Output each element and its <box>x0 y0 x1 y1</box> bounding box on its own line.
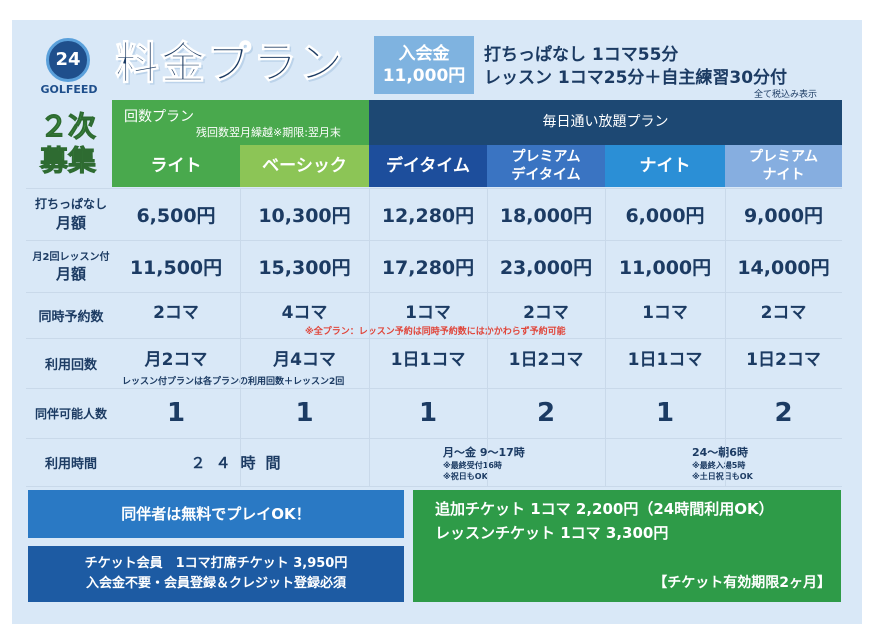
plan-header-4: ナイト <box>605 145 725 187</box>
row-label-hours: 利用時間 <box>44 456 97 472</box>
row-label-lesson-1: 月2回レッスン付 <box>32 252 110 263</box>
row-label-range-2: 月額 <box>55 214 86 232</box>
lesson-ticket-price: レッスンチケット 1コマ 3,300円 <box>435 524 669 542</box>
row-divider <box>26 438 842 439</box>
column-divider <box>369 188 370 486</box>
usage-value-3: 1日2コマ <box>508 349 584 370</box>
group-kaisu-note: 残回数翌月繰越※期限:翌月末 <box>196 126 341 139</box>
column-divider <box>725 188 726 486</box>
hours-night-note-1: ※最終入場5時 <box>692 461 746 470</box>
plan-header-3: プレミアム デイタイム <box>487 145 605 187</box>
plan-header-0: ライト <box>112 145 240 187</box>
session-length-lesson: レッスン 1コマ25分＋自主練習30分付 <box>484 68 788 88</box>
usage-note: レッスン付プランは各プランの利用回数＋レッスン2回 <box>122 377 345 387</box>
session-length-range: 打ちっぱなし 1コマ55分 <box>484 45 679 65</box>
hours-day-note-1: ※最終受付16時 <box>443 461 502 470</box>
usage-value-4: 1日1コマ <box>627 349 703 370</box>
range-value-1: 10,300円 <box>258 204 351 227</box>
join-fee-box: 入会金 11,000円 <box>374 36 474 94</box>
plan-header-1: ベーシック <box>240 145 369 187</box>
hours-night-note-2: ※土日祝日もOK <box>692 472 753 481</box>
column-divider <box>487 188 488 486</box>
hours-day-main: 月～金 9～17時 <box>443 446 525 459</box>
reserve-note: ※全プラン：レッスン予約は同時予約数にはかかわらず予約可能 <box>305 327 566 337</box>
range-value-3: 18,000円 <box>499 204 593 227</box>
brand-name: GOLFEED <box>40 83 98 96</box>
lesson-value-1: 15,300円 <box>258 256 351 279</box>
tax-note: 全て税込み表示 <box>754 90 818 100</box>
companion-value-0: 1 <box>166 398 186 428</box>
plan-header-5: プレミアム ナイト <box>725 145 842 187</box>
lesson-value-5: 14,000円 <box>737 256 830 279</box>
row-label-lesson: 月2回レッスン付 月額 <box>26 242 116 290</box>
reserve-value-2: 1コマ <box>405 302 451 323</box>
usage-value-0: 月2コマ <box>144 349 208 370</box>
range-value-4: 6,000円 <box>625 204 705 227</box>
row-divider <box>26 486 842 487</box>
range-value-2: 12,280円 <box>381 204 475 227</box>
row-divider <box>26 338 842 339</box>
golfeed-24-logo: 24 <box>46 38 90 82</box>
usage-value-1: 月4コマ <box>273 349 336 370</box>
companion-free-banner: 同伴者は無料でプレイOK！ <box>28 490 404 538</box>
row-divider <box>26 240 842 241</box>
plan-header-2: デイタイム <box>369 145 487 187</box>
hours-night: 24～朝6時 ※最終入場5時 ※土日祝日もOK <box>692 444 753 482</box>
column-divider <box>605 188 606 486</box>
ticket-member-line-2: 入会金不要・会員登録＆クレジット登録必須 <box>85 576 346 591</box>
row-label-usage: 利用回数 <box>44 357 97 373</box>
page-title: 料金プラン <box>115 38 345 90</box>
range-value-5: 9,000円 <box>743 204 824 227</box>
usage-value-2: 1日1コマ <box>390 349 466 370</box>
ticket-member-line-1: チケット会員 1コマ打席チケット 3,950円 <box>84 556 348 571</box>
usage-value-5: 1日2コマ <box>746 349 821 370</box>
lesson-value-2: 17,280円 <box>381 256 475 279</box>
reserve-value-5: 2コマ <box>760 302 807 323</box>
row-divider <box>26 188 842 189</box>
lesson-value-4: 11,000円 <box>618 256 712 279</box>
group-kaisu-label: 回数プラン <box>124 109 194 125</box>
reserve-value-1: 4コマ <box>281 302 328 323</box>
ticket-info-box: 追加チケット 1コマ 2,200円（24時間利用OK） レッスンチケット 1コマ… <box>413 490 841 602</box>
group-header-mainichi: 毎日通い放題プラン <box>369 100 842 145</box>
hours-night-main: 24～朝6時 <box>692 446 748 459</box>
hours-day-note-2: ※祝日もOK <box>443 472 488 481</box>
companion-value-2: 1 <box>418 398 438 428</box>
row-divider <box>26 388 842 389</box>
row-label-range: 打ちっぱなし 月額 <box>26 190 116 238</box>
reserve-value-3: 2コマ <box>523 302 569 323</box>
companion-value-4: 1 <box>655 398 675 428</box>
companion-value-3: 2 <box>536 398 556 428</box>
lesson-value-0: 11,500円 <box>129 256 223 279</box>
row-label-reserve: 同時予約数 <box>38 309 104 325</box>
join-fee-price: 11,000円 <box>382 66 466 86</box>
hours-day: 月～金 9～17時 ※最終受付16時 ※祝日もOK <box>443 444 525 482</box>
row-label-companion: 同伴可能人数 <box>34 406 107 421</box>
ticket-member-box: チケット会員 1コマ打席チケット 3,950円 入会金不要・会員登録＆クレジット… <box>28 546 404 602</box>
row-divider <box>26 292 842 293</box>
group-header-kaisu: 回数プラン 残回数翌月繰越※期限:翌月末 <box>112 100 369 145</box>
column-divider <box>240 188 241 486</box>
recruit-badge: ２次 募集 <box>26 110 110 178</box>
companion-value-5: 2 <box>774 398 793 428</box>
range-value-0: 6,500円 <box>136 204 216 227</box>
reserve-value-0: 2コマ <box>153 302 199 323</box>
row-label-lesson-2: 月額 <box>55 265 86 283</box>
recruit-line-2: 募集 <box>39 144 96 178</box>
companion-value-1: 1 <box>295 398 314 428</box>
extra-ticket-price: 追加チケット 1コマ 2,200円（24時間利用OK） <box>435 500 774 518</box>
ticket-validity: 【チケット有効期限2ヶ月】 <box>653 575 831 591</box>
join-fee-label: 入会金 <box>398 44 450 64</box>
row-label-range-1: 打ちっぱなし <box>34 197 107 211</box>
lesson-value-3: 23,000円 <box>499 256 593 279</box>
reserve-value-4: 1コマ <box>642 302 688 323</box>
recruit-line-1: ２次 <box>39 110 96 144</box>
hours-kaisu: ２４時間 <box>112 440 369 484</box>
